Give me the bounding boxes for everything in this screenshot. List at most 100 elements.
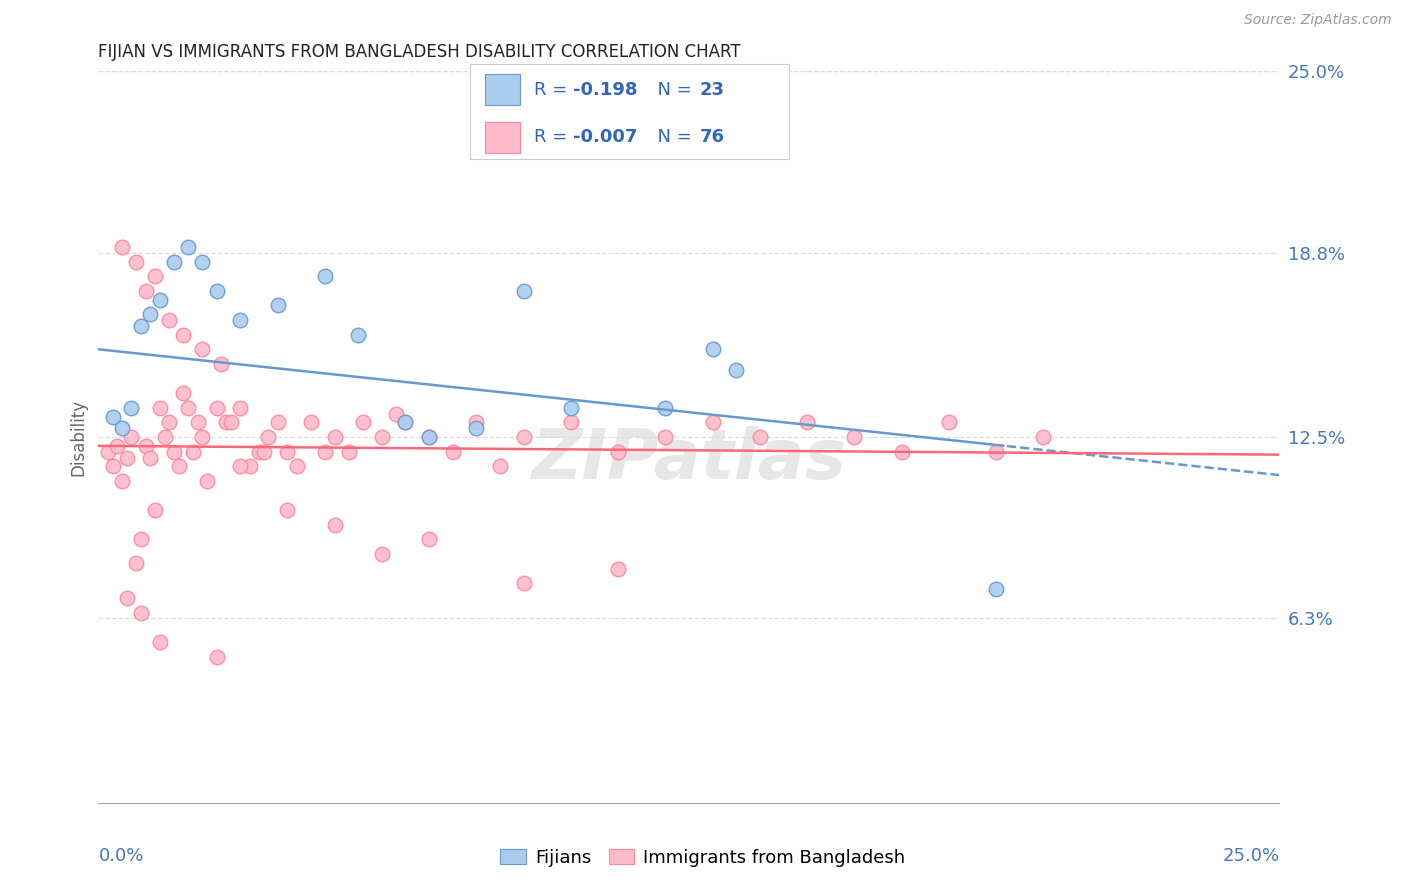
Point xyxy=(125,254,148,268)
Point xyxy=(560,416,582,430)
Point xyxy=(177,401,200,415)
FancyBboxPatch shape xyxy=(471,64,789,159)
Point xyxy=(654,401,676,415)
Point xyxy=(347,327,370,342)
Point xyxy=(890,444,912,458)
Point xyxy=(129,533,152,547)
Point xyxy=(229,401,252,415)
FancyBboxPatch shape xyxy=(485,74,520,105)
Point xyxy=(394,416,416,430)
Point xyxy=(181,444,204,458)
Point xyxy=(702,343,724,357)
Text: -0.198: -0.198 xyxy=(574,80,638,99)
Point xyxy=(314,269,336,284)
Point xyxy=(247,444,270,458)
Point xyxy=(135,439,157,453)
Text: 25.0%: 25.0% xyxy=(1222,847,1279,864)
Point xyxy=(253,444,276,458)
Point xyxy=(276,503,298,517)
Point xyxy=(172,327,194,342)
Point xyxy=(115,591,138,605)
Point xyxy=(239,459,262,474)
Point xyxy=(725,363,748,377)
Point xyxy=(512,430,534,444)
Point xyxy=(654,430,676,444)
Point xyxy=(105,439,128,453)
Point xyxy=(111,421,134,435)
Point xyxy=(215,416,238,430)
Point xyxy=(157,313,180,327)
Point xyxy=(129,318,152,333)
Point xyxy=(219,416,242,430)
Text: ZIPatlas: ZIPatlas xyxy=(531,425,846,492)
Point xyxy=(97,444,120,458)
Point xyxy=(121,401,143,415)
Point xyxy=(229,459,252,474)
Point xyxy=(149,635,172,649)
Text: Source: ZipAtlas.com: Source: ZipAtlas.com xyxy=(1244,13,1392,28)
Point xyxy=(163,254,186,268)
Text: N =: N = xyxy=(647,80,697,99)
Point xyxy=(385,407,408,421)
Point xyxy=(191,430,214,444)
Text: N =: N = xyxy=(647,128,697,146)
Point xyxy=(172,386,194,401)
Point xyxy=(143,503,166,517)
Point xyxy=(938,416,960,430)
Text: R =: R = xyxy=(534,128,574,146)
Point xyxy=(465,416,488,430)
Point xyxy=(607,562,630,576)
Point xyxy=(796,416,818,430)
Point xyxy=(121,430,143,444)
Point xyxy=(276,444,298,458)
Point xyxy=(418,430,440,444)
Y-axis label: Disability: Disability xyxy=(69,399,87,475)
Point xyxy=(489,459,512,474)
Point xyxy=(418,430,440,444)
Point xyxy=(371,547,394,561)
Point xyxy=(139,450,162,465)
FancyBboxPatch shape xyxy=(485,122,520,153)
Text: R =: R = xyxy=(534,80,574,99)
Point xyxy=(157,416,180,430)
Text: 76: 76 xyxy=(700,128,724,146)
Text: FIJIAN VS IMMIGRANTS FROM BANGLADESH DISABILITY CORRELATION CHART: FIJIAN VS IMMIGRANTS FROM BANGLADESH DIS… xyxy=(98,44,741,62)
Point xyxy=(187,416,209,430)
Legend: Fijians, Immigrants from Bangladesh: Fijians, Immigrants from Bangladesh xyxy=(494,842,912,874)
Point xyxy=(111,240,134,254)
Point xyxy=(702,416,724,430)
Point xyxy=(101,409,124,424)
Point xyxy=(257,430,280,444)
Point xyxy=(209,357,232,371)
Point xyxy=(984,582,1007,597)
Point xyxy=(177,240,200,254)
Point xyxy=(560,401,582,415)
Point xyxy=(129,606,152,620)
Point xyxy=(394,416,416,430)
Point xyxy=(167,459,190,474)
Text: 23: 23 xyxy=(700,80,724,99)
Point xyxy=(191,343,214,357)
Point xyxy=(465,421,488,435)
Point xyxy=(139,307,162,321)
Point xyxy=(135,284,157,298)
Point xyxy=(163,444,186,458)
Point xyxy=(229,313,252,327)
Point xyxy=(191,254,214,268)
Text: 0.0%: 0.0% xyxy=(98,847,143,864)
Point xyxy=(195,474,218,488)
Point xyxy=(314,444,336,458)
Point xyxy=(512,576,534,591)
Point xyxy=(285,459,308,474)
Point xyxy=(267,416,290,430)
Point xyxy=(323,517,346,532)
Point xyxy=(441,444,464,458)
Point xyxy=(115,450,138,465)
Point xyxy=(111,474,134,488)
Point xyxy=(607,444,630,458)
Point xyxy=(205,401,228,415)
Text: -0.007: -0.007 xyxy=(574,128,637,146)
Point xyxy=(125,556,148,570)
Point xyxy=(143,269,166,284)
Point xyxy=(371,430,394,444)
